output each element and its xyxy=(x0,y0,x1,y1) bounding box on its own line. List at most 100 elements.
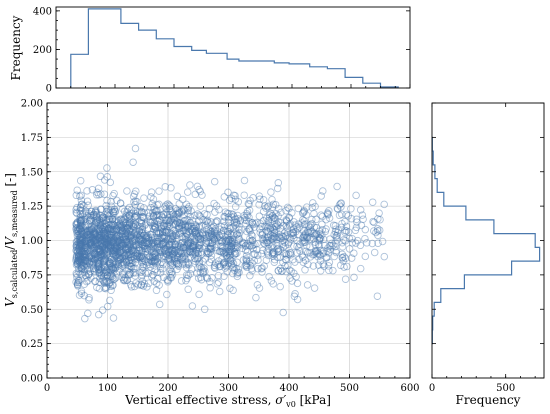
scatter-point xyxy=(121,233,129,241)
scatter-point xyxy=(226,236,234,244)
scatter-point xyxy=(151,249,160,257)
scatter-point xyxy=(268,235,276,244)
scatter-point xyxy=(143,245,152,253)
scatter-point xyxy=(135,235,143,244)
scatter-point xyxy=(82,277,91,286)
scatter-point xyxy=(166,211,174,219)
scatter-point xyxy=(74,264,83,273)
scatter-point xyxy=(290,269,298,278)
scatter-point xyxy=(80,238,89,246)
scatter-point xyxy=(298,219,306,227)
scatter-point xyxy=(130,282,139,291)
scatter-point xyxy=(210,236,219,245)
scatter-point xyxy=(122,249,131,257)
scatter-point xyxy=(176,239,185,248)
scatter-point xyxy=(73,240,81,249)
scatter-point xyxy=(250,250,259,258)
scatter-point xyxy=(97,231,105,239)
scatter-point xyxy=(113,241,122,250)
scatter-point xyxy=(246,234,254,243)
scatter-point xyxy=(119,258,127,266)
scatter-point xyxy=(101,232,109,240)
scatter-point xyxy=(147,256,155,265)
scatter-point xyxy=(153,243,162,252)
scatter-point xyxy=(77,270,86,279)
scatter-point xyxy=(112,239,121,247)
scatter-point xyxy=(82,207,90,215)
scatter-point xyxy=(269,244,277,252)
scatter-point xyxy=(166,202,174,210)
scatter-point xyxy=(75,224,84,232)
scatter-point xyxy=(173,217,181,226)
scatter-point xyxy=(153,258,161,267)
scatter-point xyxy=(73,257,82,266)
scatter-ylabel-s1: s,calculated xyxy=(10,250,19,299)
scatter-point xyxy=(137,280,146,289)
scatter-point xyxy=(309,262,318,270)
scatter-point xyxy=(138,256,146,265)
scatter-point xyxy=(166,258,175,266)
scatter-point xyxy=(199,215,207,224)
scatter-point xyxy=(258,235,267,243)
scatter-point xyxy=(274,218,283,226)
scatter-point xyxy=(167,269,175,278)
scatter-point xyxy=(92,254,100,262)
scatter-point xyxy=(333,182,341,191)
scatter-point xyxy=(306,223,314,232)
scatter-point xyxy=(81,264,89,272)
scatter-point xyxy=(135,252,144,260)
scatter-point xyxy=(115,233,124,241)
scatter-point xyxy=(161,240,169,248)
scatter-point xyxy=(95,244,104,253)
scatter-point xyxy=(111,207,119,216)
scatter-point xyxy=(222,251,231,260)
scatter-point xyxy=(193,210,202,218)
scatter-point xyxy=(288,277,296,285)
scatter-point xyxy=(126,253,135,262)
scatter-point xyxy=(177,244,185,252)
scatter-point xyxy=(94,265,103,273)
scatter-point xyxy=(250,257,259,265)
scatter-point xyxy=(123,245,132,253)
scatter-point xyxy=(107,261,115,270)
scatter-point xyxy=(95,268,103,277)
scatter-point xyxy=(253,251,262,260)
scatter-point xyxy=(121,232,130,241)
scatter-point xyxy=(271,234,279,242)
scatter-point xyxy=(133,197,141,206)
scatter-point xyxy=(78,243,86,251)
scatter-point xyxy=(222,237,231,245)
scatter-point xyxy=(233,220,241,228)
scatter-point xyxy=(110,217,119,226)
scatter-point xyxy=(163,226,171,235)
scatter-point xyxy=(95,246,104,254)
scatter-point xyxy=(225,247,234,256)
scatter-point xyxy=(300,231,308,239)
scatter-point xyxy=(87,226,96,234)
scatter-point xyxy=(224,215,233,224)
scatter-point xyxy=(184,236,193,245)
scatter-point xyxy=(184,204,192,213)
scatter-point xyxy=(319,246,328,255)
scatter-point xyxy=(147,245,155,254)
scatter-point xyxy=(246,196,254,205)
scatter-point xyxy=(100,256,108,265)
scatter-point xyxy=(241,213,249,222)
scatter-point xyxy=(203,217,211,226)
scatter-point xyxy=(258,230,267,239)
scatter-point xyxy=(150,257,158,265)
scatter-point xyxy=(254,256,262,264)
scatter-point xyxy=(165,229,173,237)
scatter-point xyxy=(77,236,86,244)
scatter-point xyxy=(90,238,99,247)
scatter-point xyxy=(88,185,97,194)
scatter-point xyxy=(164,278,172,286)
scatter-point xyxy=(116,243,124,251)
scatter-point xyxy=(124,205,132,214)
scatter-point xyxy=(109,275,118,284)
scatter-point xyxy=(231,241,239,250)
scatter-point xyxy=(188,227,197,235)
scatter-point xyxy=(166,241,174,250)
scatter-point xyxy=(268,249,277,258)
